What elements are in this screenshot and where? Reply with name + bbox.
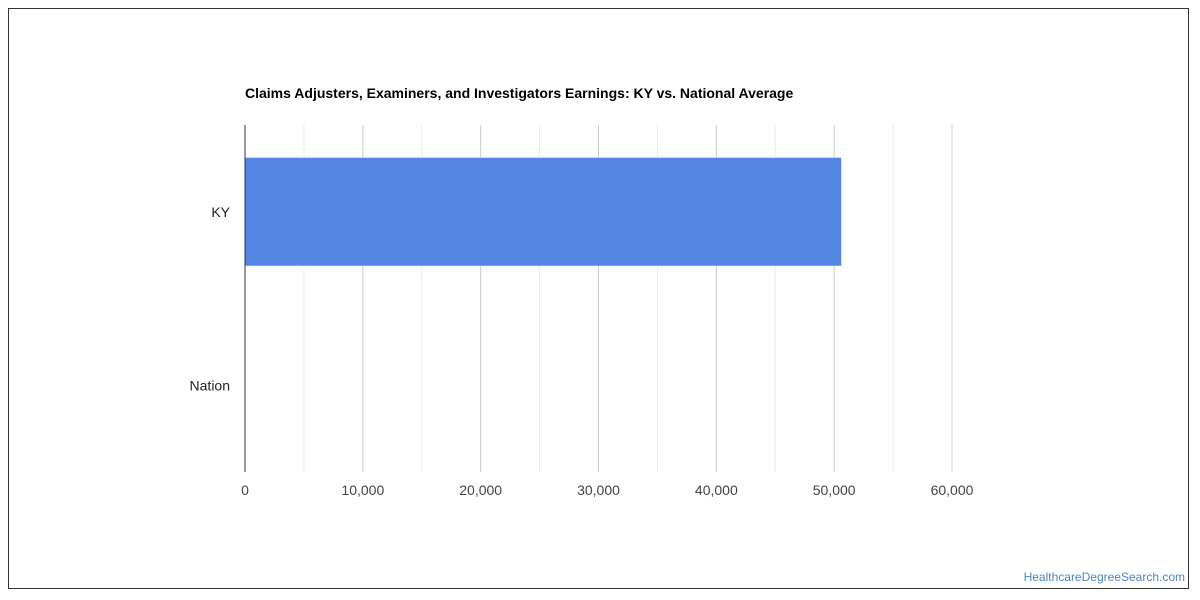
x-tick-label: 20,000 xyxy=(459,482,502,498)
x-tick-label: 10,000 xyxy=(341,482,384,498)
axis-labels: KY Nation 0 10,000 20,000 30,000 40,000 50,000 6… xyxy=(190,204,974,498)
category-label: Nation xyxy=(190,377,230,393)
x-tick-label: 60,000 xyxy=(931,482,974,498)
bars xyxy=(245,157,842,266)
source-credit-link[interactable]: HealthcareDegreeSearch.com xyxy=(1023,570,1185,584)
x-tick-label: 0 xyxy=(241,482,249,498)
x-tick-label: 50,000 xyxy=(813,482,856,498)
x-tick-label: 40,000 xyxy=(695,482,738,498)
bar-ky xyxy=(245,157,842,266)
chart-title: Claims Adjusters, Examiners, and Investi… xyxy=(245,85,794,101)
x-tick-label: 30,000 xyxy=(577,482,620,498)
category-label: KY xyxy=(211,204,230,220)
